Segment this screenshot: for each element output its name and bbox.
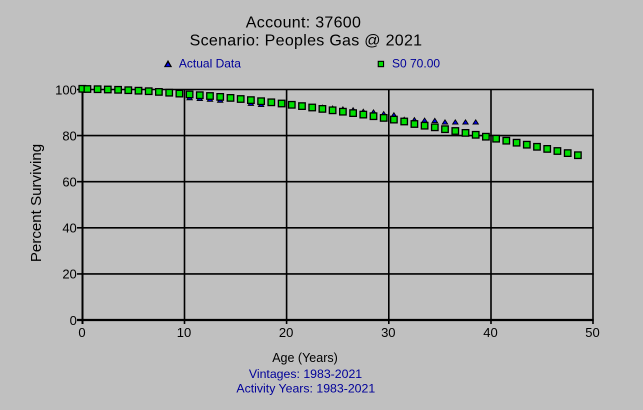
svg-text:Activity Years: 1983-2021: Activity Years: 1983-2021 — [236, 382, 375, 396]
svg-text:40: 40 — [62, 221, 76, 236]
svg-text:Age (Years): Age (Years) — [272, 351, 338, 365]
svg-text:40: 40 — [483, 325, 497, 340]
svg-text:Percent Surviving: Percent Surviving — [28, 144, 45, 262]
svg-text:Scenario: Peoples Gas @ 2021: Scenario: Peoples Gas @ 2021 — [190, 33, 423, 50]
svg-text:20: 20 — [279, 325, 293, 340]
svg-text:0: 0 — [78, 325, 85, 340]
svg-text:50: 50 — [585, 325, 599, 340]
svg-text:10: 10 — [177, 325, 191, 340]
svg-text:20: 20 — [62, 267, 76, 282]
svg-text:S0 70.00: S0 70.00 — [392, 56, 440, 70]
svg-text:0: 0 — [70, 313, 77, 328]
svg-text:30: 30 — [381, 325, 395, 340]
svg-text:60: 60 — [62, 175, 76, 190]
svg-text:80: 80 — [62, 128, 76, 143]
svg-text:Vintages: 1983-2021: Vintages: 1983-2021 — [249, 367, 362, 381]
svg-text:Actual Data: Actual Data — [179, 56, 241, 70]
svg-text:Account: 37600: Account: 37600 — [246, 15, 361, 32]
svg-text:100: 100 — [55, 82, 77, 97]
